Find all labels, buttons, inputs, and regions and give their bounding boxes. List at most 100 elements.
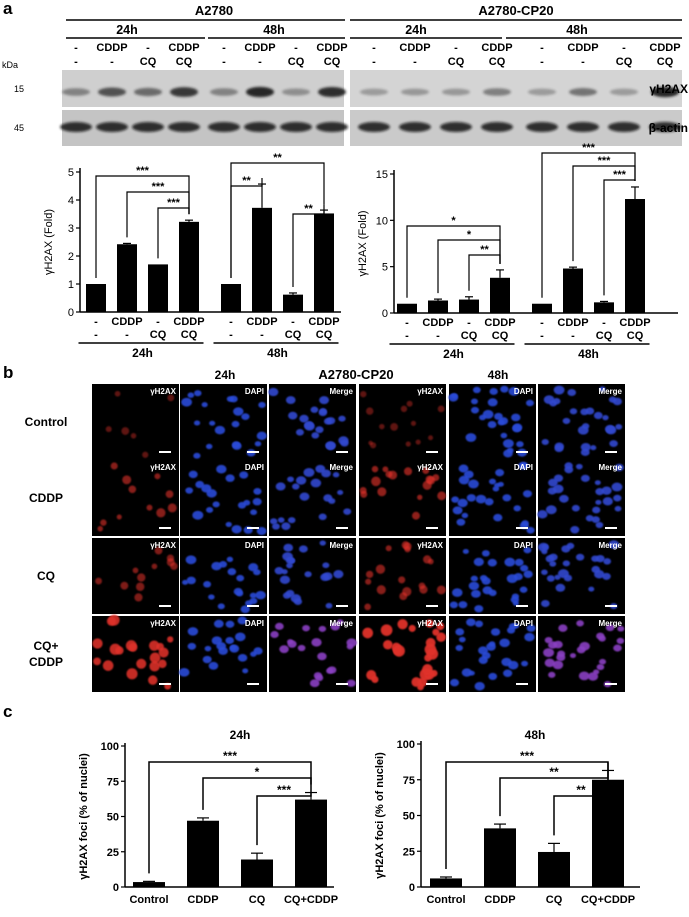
- x-tick-label-row1: -: [467, 317, 471, 329]
- nucleus-dapi: [502, 494, 512, 502]
- nucleus-merge: [548, 671, 556, 678]
- scale-bar: [159, 683, 171, 685]
- nucleus-foci: [149, 652, 161, 664]
- bar: [241, 859, 273, 887]
- nucleus-merge: [555, 583, 566, 592]
- y-tick-label: 15: [376, 169, 388, 181]
- nucleus-dapi: [225, 474, 235, 482]
- nucleus-dapi: [226, 556, 234, 562]
- nucleus-foci: [151, 563, 158, 570]
- channel-label: DAPI: [245, 619, 264, 628]
- nucleus-merge: [545, 505, 557, 515]
- nucleus-merge: [325, 442, 336, 451]
- nucleus-foci: [167, 636, 174, 643]
- nucleus-merge: [596, 632, 605, 640]
- nucleus-merge: [577, 425, 589, 435]
- nucleus-merge: [544, 658, 555, 668]
- nucleus-foci: [382, 466, 389, 473]
- nucleus-foci: [397, 619, 408, 630]
- nucleus-foci: [95, 577, 102, 585]
- nucleus-foci: [135, 582, 145, 592]
- nucleus-merge: [309, 679, 320, 688]
- nucleus-dapi: [514, 558, 524, 567]
- nucleus-dapi: [241, 413, 250, 421]
- x-tick-label-row2: CQ: [492, 330, 509, 342]
- y-tick-label: 0: [68, 307, 74, 319]
- y-tick-label: 50: [107, 812, 119, 824]
- nucleus-merge: [603, 558, 612, 565]
- nucleus-merge: [590, 445, 597, 451]
- wb-lane-label-row2: -: [581, 56, 585, 68]
- nucleus-merge: [277, 517, 285, 523]
- nucleus-foci: [120, 581, 129, 590]
- wb-lane-label-row2: CQ: [288, 56, 305, 68]
- nucleus-dapi: [516, 441, 524, 448]
- nucleus-foci: [415, 439, 421, 445]
- bar: [490, 277, 510, 313]
- nucleus-dapi: [187, 642, 197, 650]
- nucleus-dapi: [451, 496, 460, 503]
- nucleus-foci: [106, 616, 116, 626]
- nucleus-dapi: [237, 653, 248, 662]
- nucleus-dapi: [216, 464, 227, 474]
- nucleus-dapi: [481, 550, 490, 557]
- significance-label: **: [242, 175, 251, 187]
- channel-label: DAPI: [514, 541, 533, 550]
- wb-band-actin: [244, 122, 276, 132]
- nucleus-foci: [412, 511, 420, 520]
- nucleus-foci: [116, 514, 122, 520]
- wb-kda-label: kDa: [2, 60, 18, 70]
- nucleus-merge: [281, 522, 291, 530]
- nucleus-dapi: [465, 433, 477, 442]
- nucleus-merge: [299, 492, 310, 501]
- micro-grid: Control γH2AX DAPI Merge γH2AX DAPI Merge CDDP γ…: [25, 384, 625, 692]
- nucleus-foci: [425, 619, 434, 628]
- x-tick-label-row1: -: [229, 316, 233, 328]
- wb-band-h2ax: [210, 88, 238, 96]
- nucleus-dapi: [481, 651, 491, 660]
- nucleus-foci: [110, 462, 118, 470]
- significance-label: **: [273, 152, 282, 164]
- scale-bar: [516, 605, 528, 607]
- wb-band-actin: [132, 122, 164, 132]
- nucleus-dapi: [187, 392, 195, 398]
- nucleus-dapi: [462, 548, 469, 554]
- wb-band-h2ax: [170, 87, 198, 97]
- nucleus-dapi: [448, 393, 459, 402]
- nucleus-dapi: [203, 581, 212, 588]
- nucleus-foci: [406, 400, 413, 407]
- nucleus-dapi: [500, 385, 509, 393]
- bar: [179, 221, 199, 312]
- nucleus-foci: [437, 491, 447, 501]
- wb-band-h2ax: [401, 88, 429, 96]
- y-tick-label: 75: [403, 775, 415, 787]
- nucleus-foci: [137, 573, 146, 582]
- nucleus-foci: [154, 473, 161, 480]
- channel-label: DAPI: [514, 387, 533, 396]
- wb-band-actin: [358, 122, 390, 132]
- nucleus-dapi: [471, 589, 481, 598]
- x-tick-label-row2: CQ: [461, 330, 478, 342]
- nucleus-merge: [268, 387, 279, 397]
- nucleus-dapi: [479, 574, 488, 582]
- nucleus-dapi: [468, 479, 479, 489]
- nucleus-dapi: [494, 412, 503, 421]
- nucleus-merge: [287, 517, 296, 524]
- nucleus-merge: [310, 478, 322, 488]
- wb-band-h2ax: [318, 86, 346, 98]
- nucleus-dapi: [255, 590, 266, 600]
- wb-time-24h: 24h: [405, 23, 427, 37]
- significance-label: **: [576, 783, 586, 797]
- nucleus-merge: [569, 408, 578, 415]
- wb-kda-15: 15: [14, 84, 24, 94]
- nucleus-merge: [270, 631, 279, 638]
- nucleus-dapi: [456, 518, 466, 526]
- nucleus-dapi: [511, 413, 521, 422]
- nucleus-merge: [559, 494, 569, 503]
- significance-label: **: [549, 765, 559, 779]
- wb-lane-label-row1: CDDP: [244, 42, 275, 54]
- nucleus-merge: [304, 571, 312, 578]
- scale-bar: [336, 683, 348, 685]
- scale-bar: [247, 451, 259, 453]
